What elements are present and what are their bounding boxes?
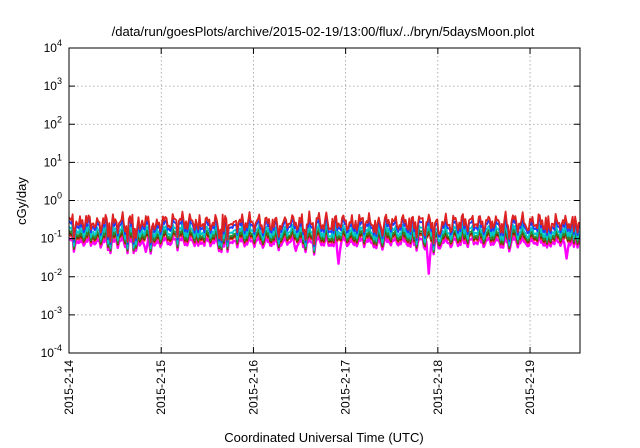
y-tick-base: 10 bbox=[44, 155, 58, 169]
y-tick-base: 10 bbox=[41, 232, 55, 246]
y-tick-base: 10 bbox=[41, 308, 55, 322]
y-tick-base: 10 bbox=[41, 270, 55, 284]
series-line bbox=[68, 210, 581, 246]
y-tick-base: 10 bbox=[44, 79, 58, 93]
y-tick-label: 10-4 bbox=[41, 343, 62, 360]
y-tick-base: 10 bbox=[44, 117, 58, 131]
x-tick-label: 2015-2-18 bbox=[431, 360, 445, 415]
y-tick-exponent: -3 bbox=[54, 305, 62, 315]
y-tick-exponent: -1 bbox=[54, 229, 62, 239]
y-tick-base: 10 bbox=[44, 194, 58, 208]
y-tick-label: 100 bbox=[44, 191, 62, 208]
grid bbox=[69, 48, 580, 353]
y-tick-label: 101 bbox=[44, 152, 62, 169]
y-tick-exponent: -4 bbox=[54, 343, 62, 353]
x-tick-label: 2015-2-15 bbox=[154, 360, 168, 415]
y-tick-exponent: 0 bbox=[57, 191, 62, 201]
y-tick-exponent: 1 bbox=[57, 152, 62, 162]
y-tick-exponent: 4 bbox=[57, 38, 62, 48]
y-tick-label: 10-1 bbox=[41, 229, 62, 246]
y-tick-exponent: -2 bbox=[54, 267, 62, 277]
y-tick-base: 10 bbox=[44, 41, 58, 55]
y-axis-label: cGy/day bbox=[14, 177, 29, 225]
y-tick-label: 102 bbox=[44, 114, 62, 131]
y-tick-label: 103 bbox=[44, 76, 62, 93]
y-tick-label: 10-2 bbox=[41, 267, 62, 284]
x-tick-label: 2015-2-14 bbox=[62, 360, 76, 415]
chart-title: /data/run/goesPlots/archive/2015-02-19/1… bbox=[112, 24, 535, 39]
series-group bbox=[68, 210, 581, 275]
x-axis-label: Coordinated Universal Time (UTC) bbox=[224, 430, 423, 445]
x-tick-label: 2015-2-17 bbox=[339, 360, 353, 415]
y-tick-label: 104 bbox=[44, 38, 62, 55]
y-tick-exponent: 3 bbox=[57, 76, 62, 86]
y-tick-base: 10 bbox=[41, 346, 55, 360]
x-tick-label: 2015-2-19 bbox=[523, 360, 537, 415]
y-tick-exponent: 2 bbox=[57, 114, 62, 124]
y-tick-label: 10-3 bbox=[41, 305, 62, 322]
x-axis: 2015-2-14 2015-2-15 2015-2-16 2015-2-17 2015… bbox=[62, 48, 537, 415]
x-tick-label: 2015-2-16 bbox=[246, 360, 260, 415]
